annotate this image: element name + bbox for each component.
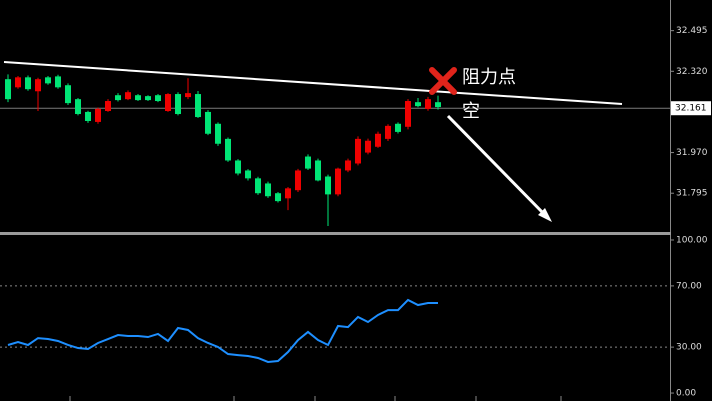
candle-body — [135, 95, 141, 101]
candle-body — [335, 168, 341, 195]
candle-body — [275, 193, 281, 202]
y-tick-label: 31.795 — [676, 189, 708, 199]
candle-body — [355, 138, 361, 164]
candle-body — [195, 94, 201, 118]
candle-body — [435, 102, 441, 108]
y-tick-label: 32.495 — [676, 26, 708, 36]
annotation: 阻力点 — [462, 67, 516, 88]
candle-body — [55, 76, 61, 88]
y-tick-label: 32.320 — [676, 67, 708, 77]
candle-body — [185, 93, 191, 98]
arrow — [446, 114, 552, 222]
y-tick-label: 0.00 — [676, 389, 696, 399]
y-tick-label: 100.00 — [676, 235, 708, 245]
plot-area — [0, 74, 670, 363]
cross-stroke — [429, 67, 457, 95]
current-price-box — [671, 101, 711, 116]
candle-body — [265, 183, 271, 197]
candle-body — [295, 170, 301, 191]
candle-body — [315, 160, 321, 181]
candle-body — [145, 96, 151, 101]
candle-body — [395, 123, 401, 132]
candle-body — [405, 101, 411, 127]
candle-body — [115, 95, 121, 101]
candle-body — [175, 94, 181, 115]
candle-body — [345, 160, 351, 171]
y-tick-label: 31.970 — [676, 148, 708, 158]
candle-body — [415, 102, 421, 107]
candle-body — [285, 188, 291, 199]
candle-body — [375, 133, 381, 147]
candle-body — [385, 125, 391, 139]
candle-body — [235, 160, 241, 174]
candle-body — [225, 138, 231, 161]
indicator-line — [7, 298, 438, 363]
candle-body — [425, 99, 431, 109]
candle-body — [305, 156, 311, 169]
candle-body — [95, 108, 101, 122]
y-tick-label: 70.00 — [676, 281, 702, 291]
panel-separator — [0, 232, 671, 235]
candle-body — [165, 94, 171, 112]
x-axis-ticks — [69, 396, 562, 401]
candle-body — [75, 99, 81, 115]
candle-body — [85, 111, 91, 121]
candle-body — [25, 77, 31, 90]
candle-body — [45, 77, 51, 84]
candle-body — [155, 95, 161, 102]
current-price-label: 32.161 — [675, 104, 707, 114]
arrow-head — [538, 208, 552, 222]
candle-body — [105, 101, 111, 112]
candle-body — [245, 170, 251, 179]
cross-mark — [429, 67, 457, 95]
candle-body — [205, 111, 211, 134]
candle-body — [365, 140, 371, 153]
candle-body — [65, 85, 71, 104]
y-tick-label: 30.00 — [676, 343, 702, 353]
trend-line — [3, 61, 623, 105]
candle-body — [5, 79, 11, 100]
candle-body — [125, 92, 131, 100]
candle-body — [35, 79, 41, 92]
candle-body — [15, 77, 21, 88]
candle-body — [325, 176, 331, 195]
arrow-shaft — [446, 114, 548, 218]
candle-body — [255, 178, 261, 194]
candle-body — [215, 123, 221, 144]
annotation: 空 — [462, 101, 480, 122]
